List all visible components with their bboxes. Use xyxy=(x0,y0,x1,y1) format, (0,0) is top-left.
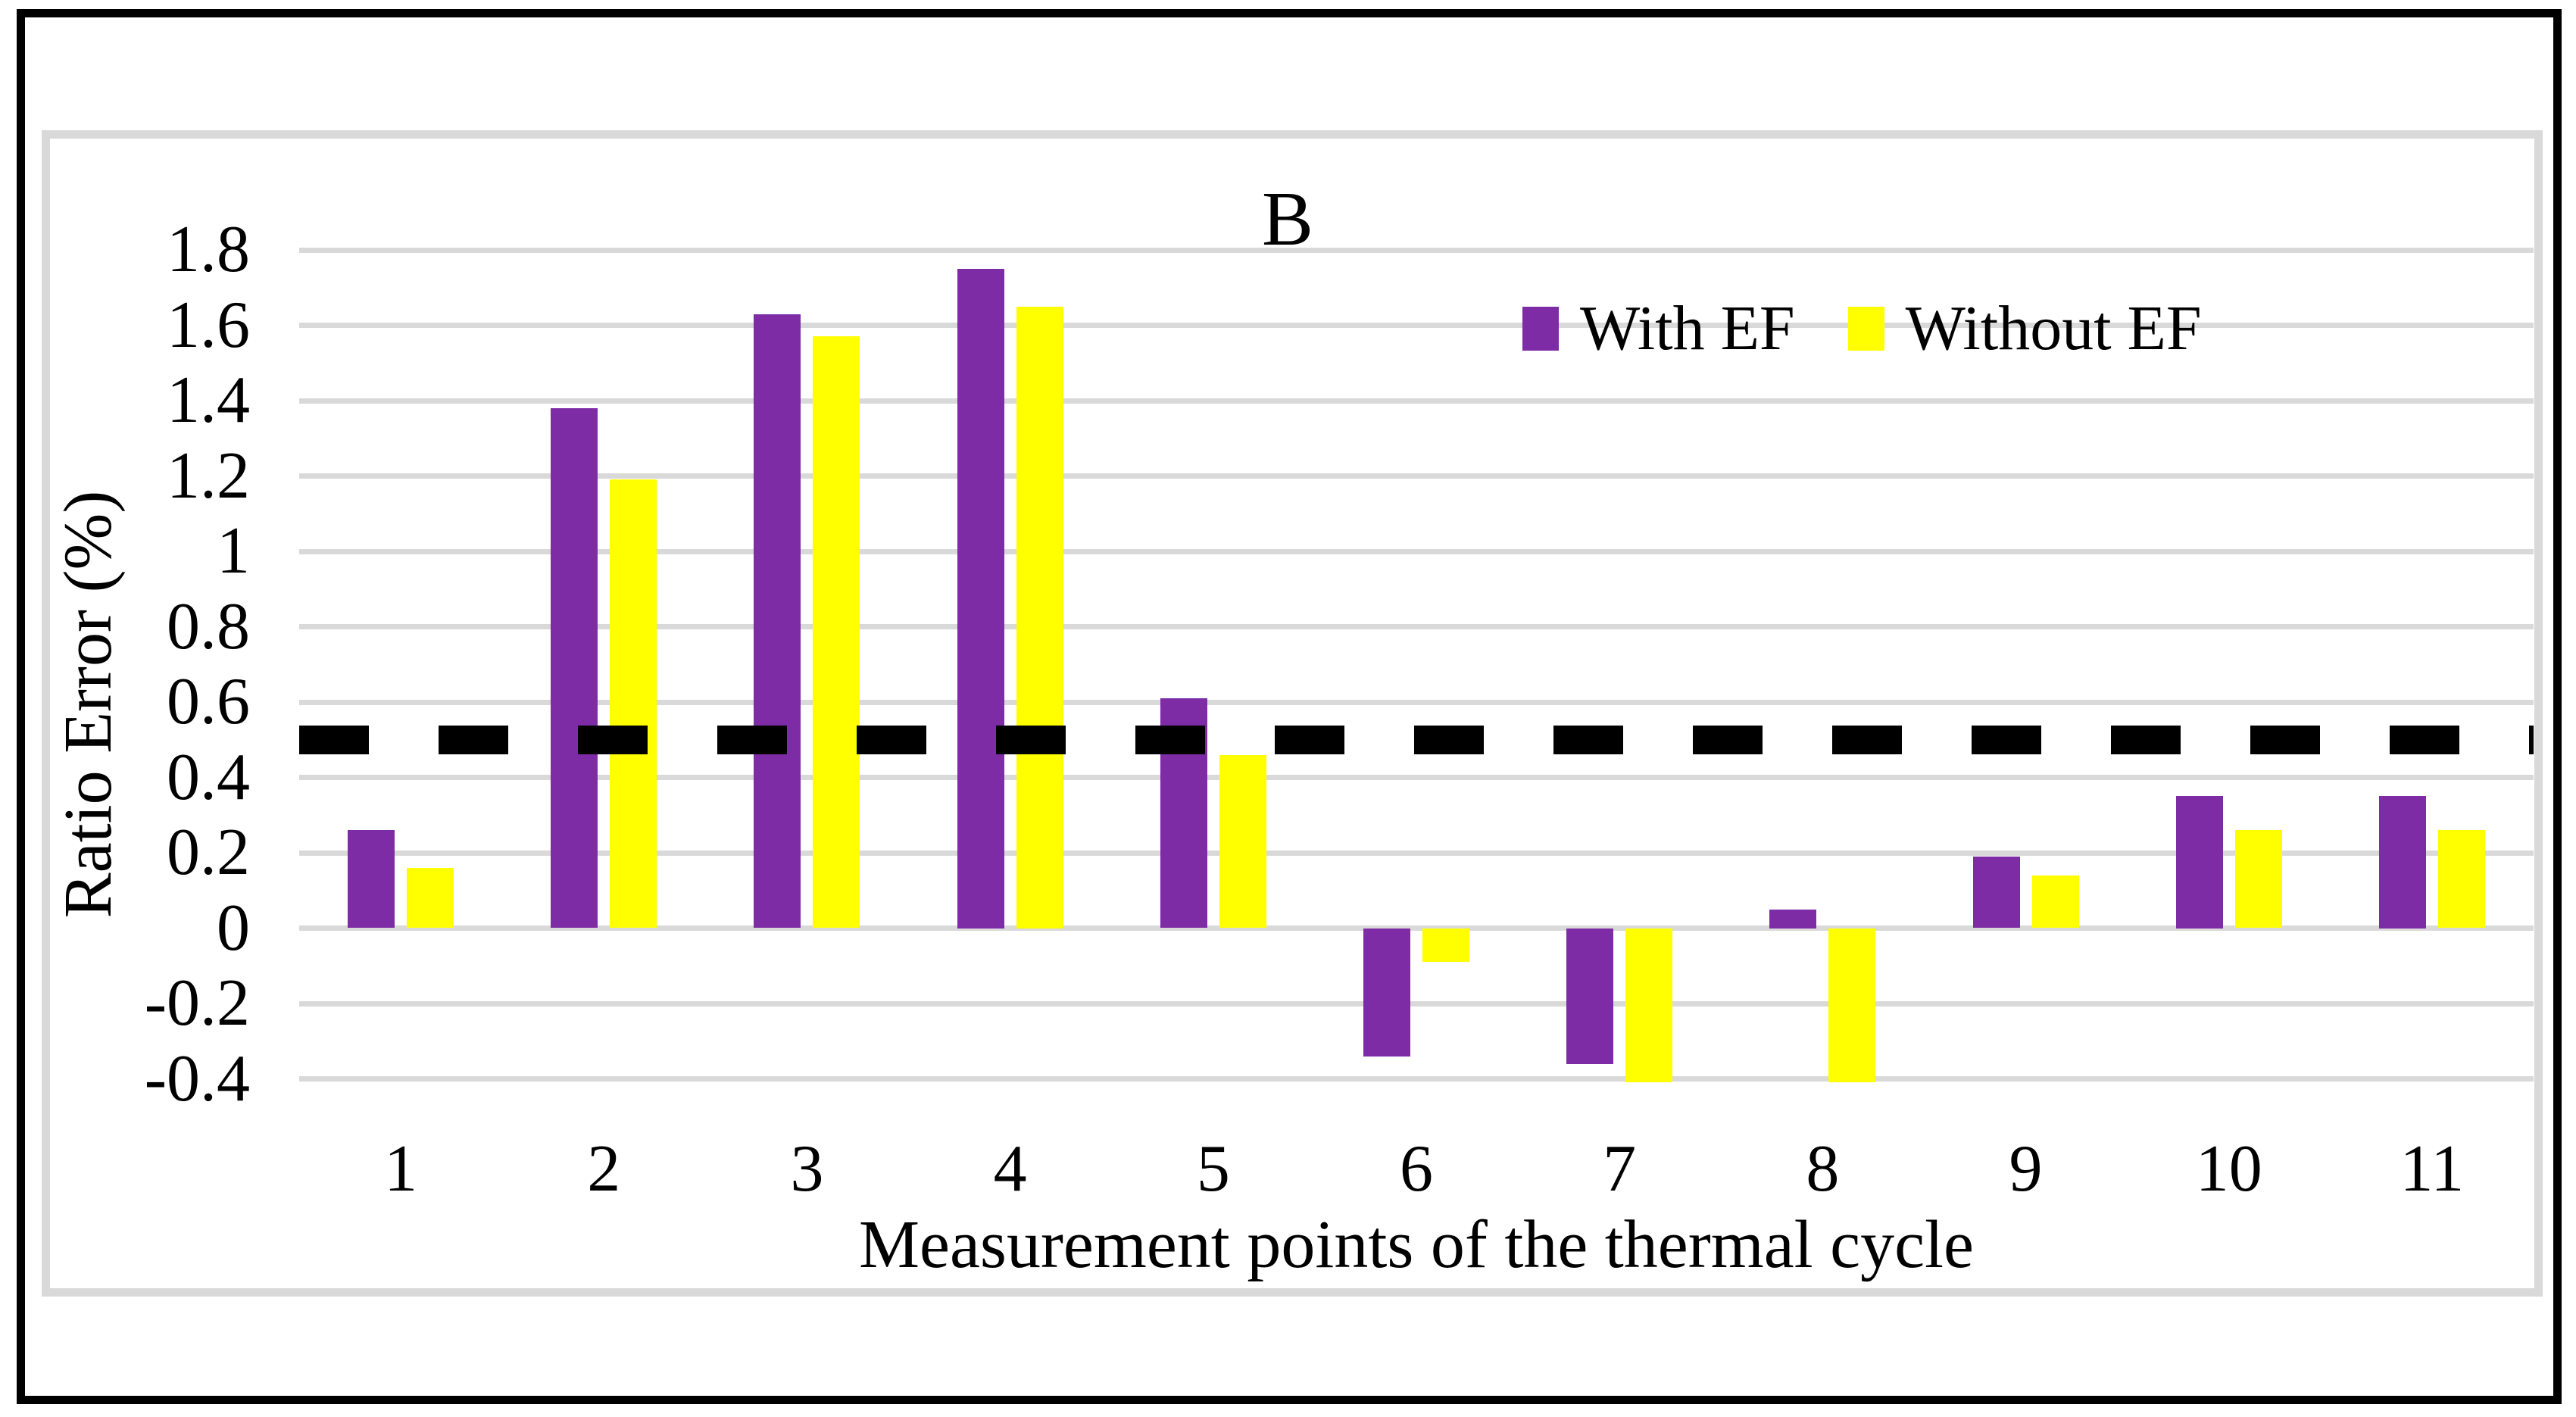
y-tick-label: 0.8 xyxy=(167,589,250,663)
y-tick-label: 0.6 xyxy=(167,665,250,738)
x-tick-label: 2 xyxy=(587,1132,621,1206)
figure-border xyxy=(17,9,2562,1404)
gridline xyxy=(299,775,2534,780)
legend-item-without-ef: Without EF xyxy=(1847,293,2202,364)
bar-without-ef xyxy=(407,867,454,929)
gridline xyxy=(299,699,2534,705)
gridline xyxy=(299,247,2534,253)
y-tick-label: -0.4 xyxy=(144,1041,250,1116)
x-tick-label: 7 xyxy=(1603,1132,1637,1206)
bar-with-ef xyxy=(1566,928,1614,1064)
legend-swatch-without-ef xyxy=(1847,307,1884,351)
gridline xyxy=(299,398,2534,404)
gridline xyxy=(299,850,2534,856)
chart-title: B xyxy=(1261,176,1314,262)
gridline xyxy=(299,1076,2534,1081)
gridline xyxy=(299,624,2534,629)
x-tick-label: 9 xyxy=(2009,1132,2043,1206)
x-tick-label: 3 xyxy=(790,1132,824,1206)
bar-with-ef xyxy=(1972,856,2020,929)
y-tick-label: 1.4 xyxy=(167,364,250,437)
x-tick-label: 6 xyxy=(1400,1132,1433,1206)
bar-without-ef xyxy=(1219,754,1266,929)
x-axis-title: Measurement points of the thermal cycle xyxy=(859,1207,1974,1282)
legend: With EF Without EF xyxy=(1522,297,2202,360)
bar-without-ef xyxy=(1625,928,1673,1083)
gridline xyxy=(299,925,2534,931)
gridline xyxy=(299,548,2534,554)
bar-with-ef xyxy=(551,407,598,929)
x-tick-label: 10 xyxy=(2195,1132,2262,1206)
gridline xyxy=(299,323,2534,328)
reference-line xyxy=(299,725,2534,754)
x-tick-label: 5 xyxy=(1196,1132,1230,1206)
bar-with-ef xyxy=(2175,796,2223,929)
bar-without-ef xyxy=(813,336,860,929)
legend-swatch-with-ef xyxy=(1522,307,1559,351)
y-tick-label: -0.2 xyxy=(144,966,250,1040)
bar-with-ef xyxy=(348,830,395,929)
x-tick-label: 1 xyxy=(384,1132,418,1206)
y-tick-label: 0.4 xyxy=(167,740,250,814)
legend-item-with-ef: With EF xyxy=(1522,297,1795,360)
bar-without-ef xyxy=(1422,928,1469,963)
x-tick-label: 8 xyxy=(1806,1132,1840,1206)
bar-with-ef xyxy=(957,268,1004,929)
bar-without-ef xyxy=(2234,830,2282,929)
gridline xyxy=(299,473,2534,479)
bar-with-ef xyxy=(1363,928,1410,1057)
bar-without-ef xyxy=(1828,928,1876,1083)
y-tick-label: 1 xyxy=(217,514,250,588)
gridline xyxy=(299,1000,2534,1007)
y-tick-label: 0.2 xyxy=(167,816,250,889)
bar-with-ef xyxy=(2378,796,2426,929)
legend-label-with-ef: With EF xyxy=(1580,293,1795,364)
x-tick-label: 4 xyxy=(993,1132,1027,1206)
legend-label-without-ef: Without EF xyxy=(1905,293,2202,364)
y-tick-label: 1.8 xyxy=(167,213,250,286)
y-tick-label: 1.6 xyxy=(167,288,250,362)
bar-with-ef xyxy=(1769,909,1817,929)
bar-without-ef xyxy=(610,479,657,929)
bar-without-ef xyxy=(2031,875,2079,929)
y-tick-label: 0 xyxy=(217,891,250,965)
bar-with-ef xyxy=(754,314,801,929)
x-tick-label: 11 xyxy=(2400,1132,2465,1206)
y-tick-label: 1.2 xyxy=(167,439,250,513)
bar-without-ef xyxy=(2437,830,2485,929)
bar-without-ef xyxy=(1016,306,1063,929)
